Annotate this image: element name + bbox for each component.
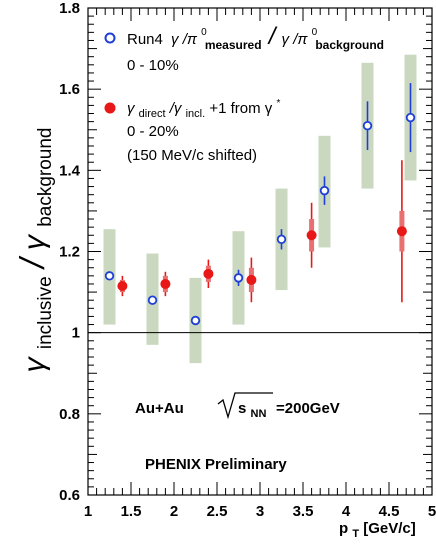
data-point: [203, 268, 214, 279]
legend-direct-sub2: incl.: [186, 108, 206, 120]
y-tick-label: 1.4: [59, 162, 81, 179]
legend-direct-slash: /γ: [169, 100, 183, 117]
direct-photon-series: [117, 160, 407, 303]
sqrt-s: s: [238, 400, 246, 417]
axis-ticks: [87, 7, 433, 496]
legend-direct-sub1: direct: [139, 108, 166, 120]
data-point: [405, 112, 416, 123]
x-tick-label: 5: [428, 503, 436, 520]
collision-energy: =200GeV: [276, 400, 340, 417]
data-point: [306, 230, 317, 241]
x-tick-label: 3.5: [293, 503, 314, 520]
y-tick-label: 0.8: [59, 406, 80, 423]
sqrt-sub: NN: [251, 408, 267, 420]
data-point: [104, 271, 115, 281]
data-point: [233, 273, 244, 283]
y-tick-label: 1.6: [59, 81, 80, 98]
x-axis-title: p T [GeV/c]: [339, 520, 416, 541]
x-tick-labels: 1 1.5 2 2.5 3 3.5 4 4.5 5: [84, 503, 436, 520]
data-point: [362, 120, 373, 131]
x-title-sub: T: [352, 528, 359, 540]
legend-run4-sup2: 0: [312, 27, 318, 38]
legend-direct-centrality: 0 - 20%: [127, 123, 179, 140]
collision-system: Au+Au: [135, 400, 184, 417]
y-title-sub1: inclusive: [35, 276, 56, 349]
sqrt-sign: [217, 392, 273, 420]
x-tick-label: 4: [342, 503, 351, 520]
x-tick-label: 1: [84, 503, 92, 520]
legend-run4-gamma1: γ: [171, 31, 180, 48]
x-tick-label: 2: [170, 503, 178, 520]
y-title-slash: /: [14, 255, 52, 270]
data-point: [246, 274, 257, 285]
y-tick-label: 1.8: [59, 0, 80, 17]
data-point: [147, 295, 158, 305]
x-tick-label: 3: [256, 503, 264, 520]
legend-direct-tail: +1 from γ: [209, 100, 272, 117]
legend-run4-gamma2: γ: [282, 31, 291, 48]
legend-run4-sup1: 0: [201, 27, 207, 38]
data-point: [319, 185, 330, 196]
y-tick-labels: 0.6 0.8 1 1.2 1.4 1.6 1.8: [59, 0, 81, 504]
svg-text:γ direct /γ: γ direct /γ incl. +1 from γ *: [127, 98, 280, 121]
data-point: [160, 278, 171, 289]
run4-series: [104, 83, 416, 326]
data-point: [276, 234, 287, 245]
data-point: [117, 280, 128, 291]
svg-text:s NN: s NN: [238, 400, 266, 420]
x-tick-label: 2.5: [207, 503, 228, 520]
legend-direct-note: (150 MeV/c shifted): [127, 147, 257, 164]
phenix-preliminary: PHENIX Preliminary: [145, 456, 287, 473]
legend-run4-label: Run4: [127, 31, 163, 48]
data-point: [396, 226, 407, 237]
svg-text:Run4 γ /π 0: Run4 γ /π 0 measured / γ /π 0 background: [127, 22, 384, 53]
y-title-gamma2: γ: [18, 233, 51, 250]
plot-frame: [87, 7, 433, 496]
legend-direct-sup: *: [276, 98, 280, 109]
x-title-rest: [GeV/c]: [363, 520, 416, 537]
x-title-p: p: [339, 520, 348, 537]
legend-direct-gamma: γ: [127, 100, 136, 117]
legend-direct: γ direct /γ incl. +1 from γ * 0 - 20% (1…: [104, 98, 280, 164]
x-tick-label: 4.5: [379, 503, 400, 520]
legend-run4-bigslash: /: [267, 23, 278, 50]
legend-run4-pi2: /π: [292, 31, 308, 48]
data-point: [190, 315, 201, 326]
svg-text:γ inclusive /: γ inclusive / γ background: [14, 128, 58, 373]
y-tick-label: 0.6: [59, 487, 80, 504]
y-tick-label: 1: [72, 325, 80, 342]
y-title-gamma1: γ: [18, 356, 51, 373]
legend-run4: Run4 γ /π 0 measured / γ /π 0 background…: [104, 22, 384, 74]
legend-run4-marker: [104, 32, 116, 44]
legend-direct-marker: [104, 102, 116, 114]
legend-run4-sub1: measured: [205, 38, 262, 52]
y-tick-label: 1.2: [59, 244, 80, 261]
legend-run4-sub2: background: [315, 38, 384, 52]
x-tick-label: 1.5: [121, 503, 142, 520]
legend-run4-centrality: 0 - 10%: [127, 57, 179, 74]
legend-run4-pi1: /π: [182, 31, 198, 48]
y-axis-title: γ inclusive / γ background: [14, 128, 58, 373]
y-title-sub2: background: [35, 128, 56, 227]
collision-annotation: Au+Au s NN =200GeV: [135, 392, 340, 420]
